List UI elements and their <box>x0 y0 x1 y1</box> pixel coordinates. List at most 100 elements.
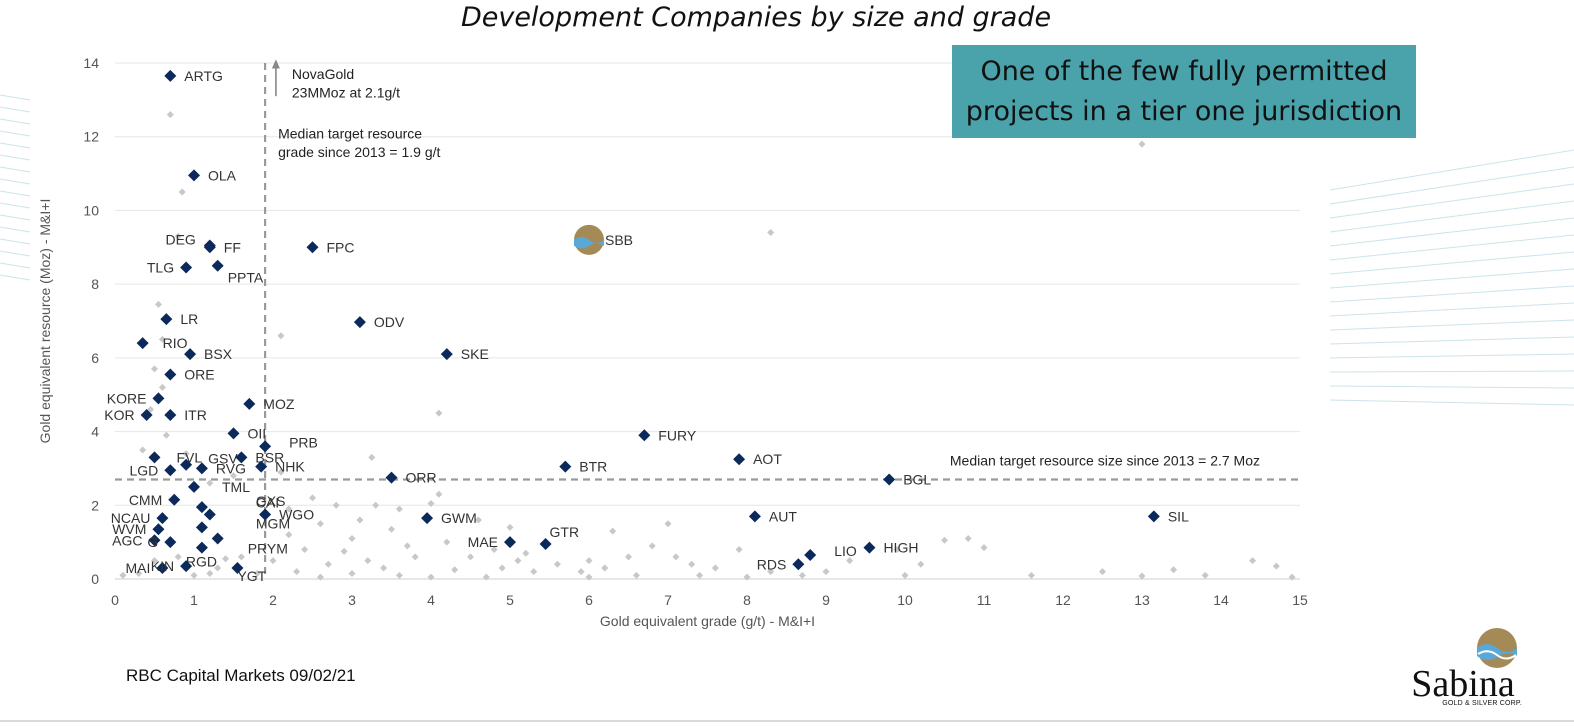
company-label: FPC <box>327 239 355 255</box>
company-point <box>353 316 366 329</box>
x-tick-label: 15 <box>1292 592 1308 608</box>
company-point <box>195 462 208 475</box>
other-company-point <box>316 520 324 528</box>
other-company-point <box>214 564 222 572</box>
x-tick-label: 5 <box>506 592 514 608</box>
other-company-point <box>1272 562 1280 570</box>
x-tick-label: 0 <box>111 592 119 608</box>
y-tick-label: 4 <box>91 424 99 440</box>
company-label: MAI <box>126 560 151 576</box>
company-label: RGD <box>186 554 217 570</box>
company-label: LIO <box>834 543 857 559</box>
company-point <box>152 523 165 536</box>
other-company-point <box>301 546 309 554</box>
other-company-point <box>601 564 609 572</box>
company-label: PRB <box>289 434 318 450</box>
median-grade-label: Median target resource <box>278 126 422 142</box>
x-tick-label: 12 <box>1055 592 1071 608</box>
other-company-point <box>427 573 435 581</box>
company-point <box>231 561 244 574</box>
company-point <box>559 460 572 473</box>
company-label: ODV <box>374 314 405 330</box>
other-company-point <box>364 557 372 565</box>
other-company-point <box>1138 572 1146 580</box>
y-tick-label: 6 <box>91 350 99 366</box>
company-point <box>203 508 216 521</box>
y-tick-label: 2 <box>91 497 99 513</box>
other-company-point <box>230 472 237 480</box>
other-company-point <box>237 553 245 561</box>
y-tick-label: 10 <box>83 202 99 218</box>
sbb-label: SBB <box>605 232 633 248</box>
other-company-point <box>696 571 704 579</box>
company-point <box>306 241 319 254</box>
company-point <box>148 451 161 464</box>
company-point <box>160 313 173 326</box>
company-label: NCAU <box>111 510 151 526</box>
company-point <box>164 368 177 381</box>
company-label: KORE <box>107 390 147 406</box>
other-company-point <box>348 569 356 577</box>
other-company-point <box>490 546 498 554</box>
company-label: G <box>147 534 158 550</box>
other-company-point <box>166 111 174 119</box>
company-point <box>148 534 161 547</box>
other-company-point <box>269 557 277 565</box>
x-tick-label: 8 <box>743 592 751 608</box>
other-company-point <box>672 553 680 561</box>
novagold-label: NovaGold <box>292 66 354 82</box>
company-point <box>259 508 272 521</box>
other-company-point <box>743 573 751 581</box>
other-company-point <box>530 568 538 576</box>
company-point <box>733 453 746 466</box>
other-company-point <box>139 446 147 454</box>
company-point <box>152 392 165 405</box>
company-point <box>188 480 200 493</box>
other-company-point <box>577 568 585 576</box>
company-label: LR <box>180 311 198 327</box>
x-tick-label: 7 <box>664 592 672 608</box>
company-point <box>180 458 193 471</box>
other-company-point <box>162 431 170 439</box>
company-point <box>195 541 208 554</box>
other-company-point <box>411 553 419 561</box>
company-label: CAI <box>256 495 279 511</box>
company-label: CMM <box>129 492 162 508</box>
company-point <box>792 558 805 571</box>
other-company-point <box>151 365 158 373</box>
company-label: FF <box>224 239 241 255</box>
company-point <box>156 512 169 525</box>
other-company-point <box>585 557 593 565</box>
company-point <box>180 261 193 274</box>
slide-title: Development Companies by size and grade <box>460 2 1052 33</box>
other-company-point <box>277 468 285 476</box>
company-label: GXS <box>256 493 286 509</box>
other-company-point <box>435 409 443 417</box>
company-label: ITR <box>184 407 207 423</box>
y-tick-label: 14 <box>83 55 99 71</box>
other-company-point <box>735 546 743 554</box>
other-company-point <box>917 560 925 568</box>
other-company-point <box>482 573 490 581</box>
company-label: RVG <box>216 460 246 476</box>
company-label: KIN <box>151 558 174 574</box>
x-tick-label: 1 <box>190 592 198 608</box>
other-company-point <box>174 232 182 240</box>
other-company-point <box>348 534 356 542</box>
company-label: NHK <box>275 459 305 475</box>
other-company-point <box>1027 571 1035 579</box>
other-company-point <box>206 479 214 487</box>
company-point <box>168 493 181 506</box>
other-company-point <box>553 560 561 568</box>
other-company-point <box>798 571 806 579</box>
company-label: MGM <box>256 515 290 531</box>
other-company-point <box>119 571 127 579</box>
x-tick-label: 10 <box>897 592 913 608</box>
company-label: RDS <box>757 556 787 572</box>
company-label: FURY <box>658 427 697 443</box>
company-label: SIL <box>1168 508 1189 524</box>
logo-subtitle: GOLD & SILVER CORP. <box>1442 700 1522 707</box>
company-point <box>539 537 552 550</box>
company-point <box>883 473 896 486</box>
